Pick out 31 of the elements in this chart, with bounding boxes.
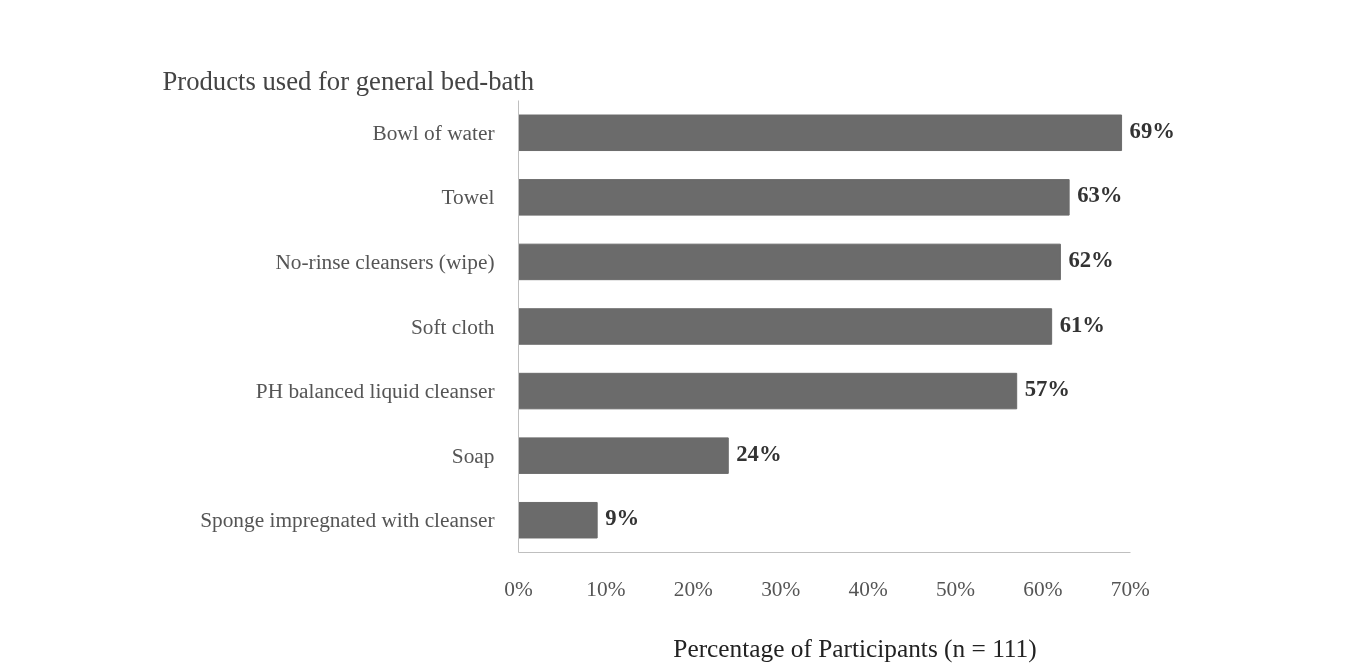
y-tick-label: Towel: [441, 185, 495, 210]
bar: [518, 179, 1070, 216]
bar: [518, 114, 1123, 152]
y-tick-label: Sponge impregnated with cleanser: [200, 508, 495, 533]
data-label: 63%: [1077, 182, 1123, 208]
bar: [518, 243, 1061, 281]
y-tick-label: Soap: [451, 443, 495, 468]
x-tick-label: 40%: [848, 576, 888, 601]
data-label: 69%: [1129, 117, 1175, 143]
x-tick-label: 60%: [1023, 576, 1063, 601]
data-label: 61%: [1059, 311, 1105, 337]
y-tick-label: Bowl of water: [372, 120, 495, 145]
data-label: 9%: [605, 505, 640, 531]
data-label: 24%: [736, 440, 782, 466]
x-tick-label: 10%: [586, 576, 626, 601]
y-tick-label: PH balanced liquid cleanser: [255, 379, 495, 404]
bar: [518, 437, 729, 474]
x-tick-label: 70%: [1110, 576, 1151, 601]
bar: [518, 308, 1053, 345]
x-axis-title: Percentage of Participants (n = 111): [673, 633, 1037, 663]
x-tick-label: 30%: [761, 576, 801, 601]
data-label: 62%: [1068, 246, 1114, 272]
x-tick-label: 0%: [504, 576, 533, 601]
x-tick-label: 50%: [935, 576, 976, 601]
y-tick-label: No-rinse cleansers (wipe): [275, 249, 495, 274]
bar: [518, 372, 1018, 410]
y-tick-label: Soft cloth: [410, 314, 495, 339]
x-tick-label: 20%: [673, 576, 714, 601]
bar: [518, 501, 598, 539]
chart-title: Products used for general bed-bath: [162, 65, 535, 96]
data-label: 57%: [1024, 376, 1071, 402]
